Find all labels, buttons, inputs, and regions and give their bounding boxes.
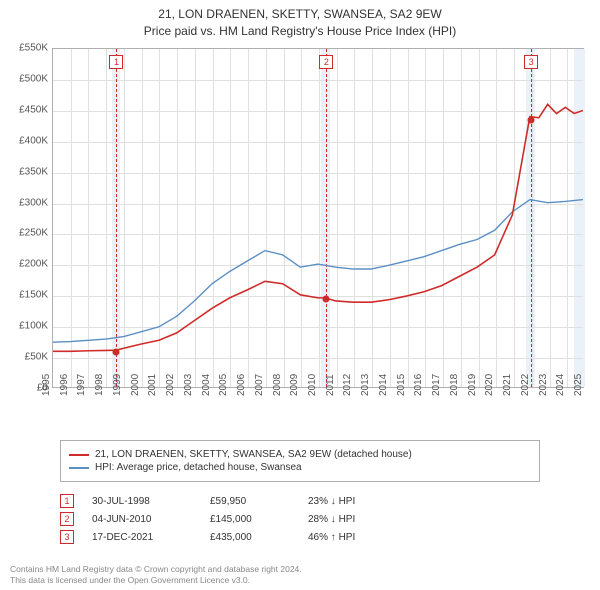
sale-marker-number: 3 (524, 55, 538, 69)
sale-number: 3 (60, 530, 74, 544)
series-property (53, 104, 583, 351)
sales-table: 1 30-JUL-1998 £59,950 23% ↓ HPI 2 04-JUN-2010… (60, 490, 408, 548)
sale-row: 2 04-JUN-2010 £145,000 28% ↓ HPI (60, 512, 408, 526)
y-axis-label: £350K (8, 166, 48, 177)
legend: 21, LON DRAENEN, SKETTY, SWANSEA, SA2 9E… (60, 440, 540, 482)
y-axis-label: £250K (8, 228, 48, 239)
footer: Contains HM Land Registry data © Crown c… (10, 564, 590, 586)
y-axis-label: £550K (8, 43, 48, 54)
y-axis-label: £200K (8, 259, 48, 270)
footer-line-1: Contains HM Land Registry data © Crown c… (10, 564, 590, 575)
sale-price: £145,000 (210, 514, 290, 525)
sale-delta: 28% ↓ HPI (308, 514, 408, 525)
y-axis-label: £400K (8, 135, 48, 146)
sale-marker (528, 117, 535, 124)
series-hpi (53, 200, 583, 343)
title-block: 21, LON DRAENEN, SKETTY, SWANSEA, SA2 9E… (0, 0, 600, 40)
sale-date: 17-DEC-2021 (92, 532, 192, 543)
sale-marker (113, 348, 120, 355)
legend-label-hpi: HPI: Average price, detached house, Swan… (95, 462, 302, 473)
sale-price: £435,000 (210, 532, 290, 543)
plot-area: 1 2 3 (52, 48, 584, 388)
footer-line-2: This data is licensed under the Open Gov… (10, 575, 590, 586)
sale-price: £59,950 (210, 496, 290, 507)
chart: £0£50K£100K£150K£200K£250K£300K£350K£400… (8, 44, 592, 434)
sale-number: 2 (60, 512, 74, 526)
sale-date: 04-JUN-2010 (92, 514, 192, 525)
sale-marker-number: 2 (319, 55, 333, 69)
title-line-1: 21, LON DRAENEN, SKETTY, SWANSEA, SA2 9E… (0, 6, 600, 23)
title-line-2: Price paid vs. HM Land Registry's House … (0, 23, 600, 40)
sale-date: 30-JUL-1998 (92, 496, 192, 507)
y-axis-label: £300K (8, 197, 48, 208)
sale-marker (323, 296, 330, 303)
legend-swatch-property (69, 454, 89, 456)
y-axis-label: £450K (8, 104, 48, 115)
sale-number: 1 (60, 494, 74, 508)
y-axis-label: £150K (8, 290, 48, 301)
sale-delta: 23% ↓ HPI (308, 496, 408, 507)
legend-row-hpi: HPI: Average price, detached house, Swan… (69, 462, 531, 473)
legend-label-property: 21, LON DRAENEN, SKETTY, SWANSEA, SA2 9E… (95, 449, 412, 460)
line-series (53, 49, 583, 387)
sale-delta: 46% ↑ HPI (308, 532, 408, 543)
sale-marker-number: 1 (109, 55, 123, 69)
sale-row: 3 17-DEC-2021 £435,000 46% ↑ HPI (60, 530, 408, 544)
y-axis-label: £50K (8, 352, 48, 363)
y-axis-label: £500K (8, 73, 48, 84)
y-axis-label: £100K (8, 321, 48, 332)
sale-row: 1 30-JUL-1998 £59,950 23% ↓ HPI (60, 494, 408, 508)
x-axis-label: 2025 (573, 374, 600, 396)
legend-row-property: 21, LON DRAENEN, SKETTY, SWANSEA, SA2 9E… (69, 449, 531, 460)
legend-swatch-hpi (69, 467, 89, 469)
chart-container: { "title": { "line1": "21, LON DRAENEN, … (0, 0, 600, 590)
